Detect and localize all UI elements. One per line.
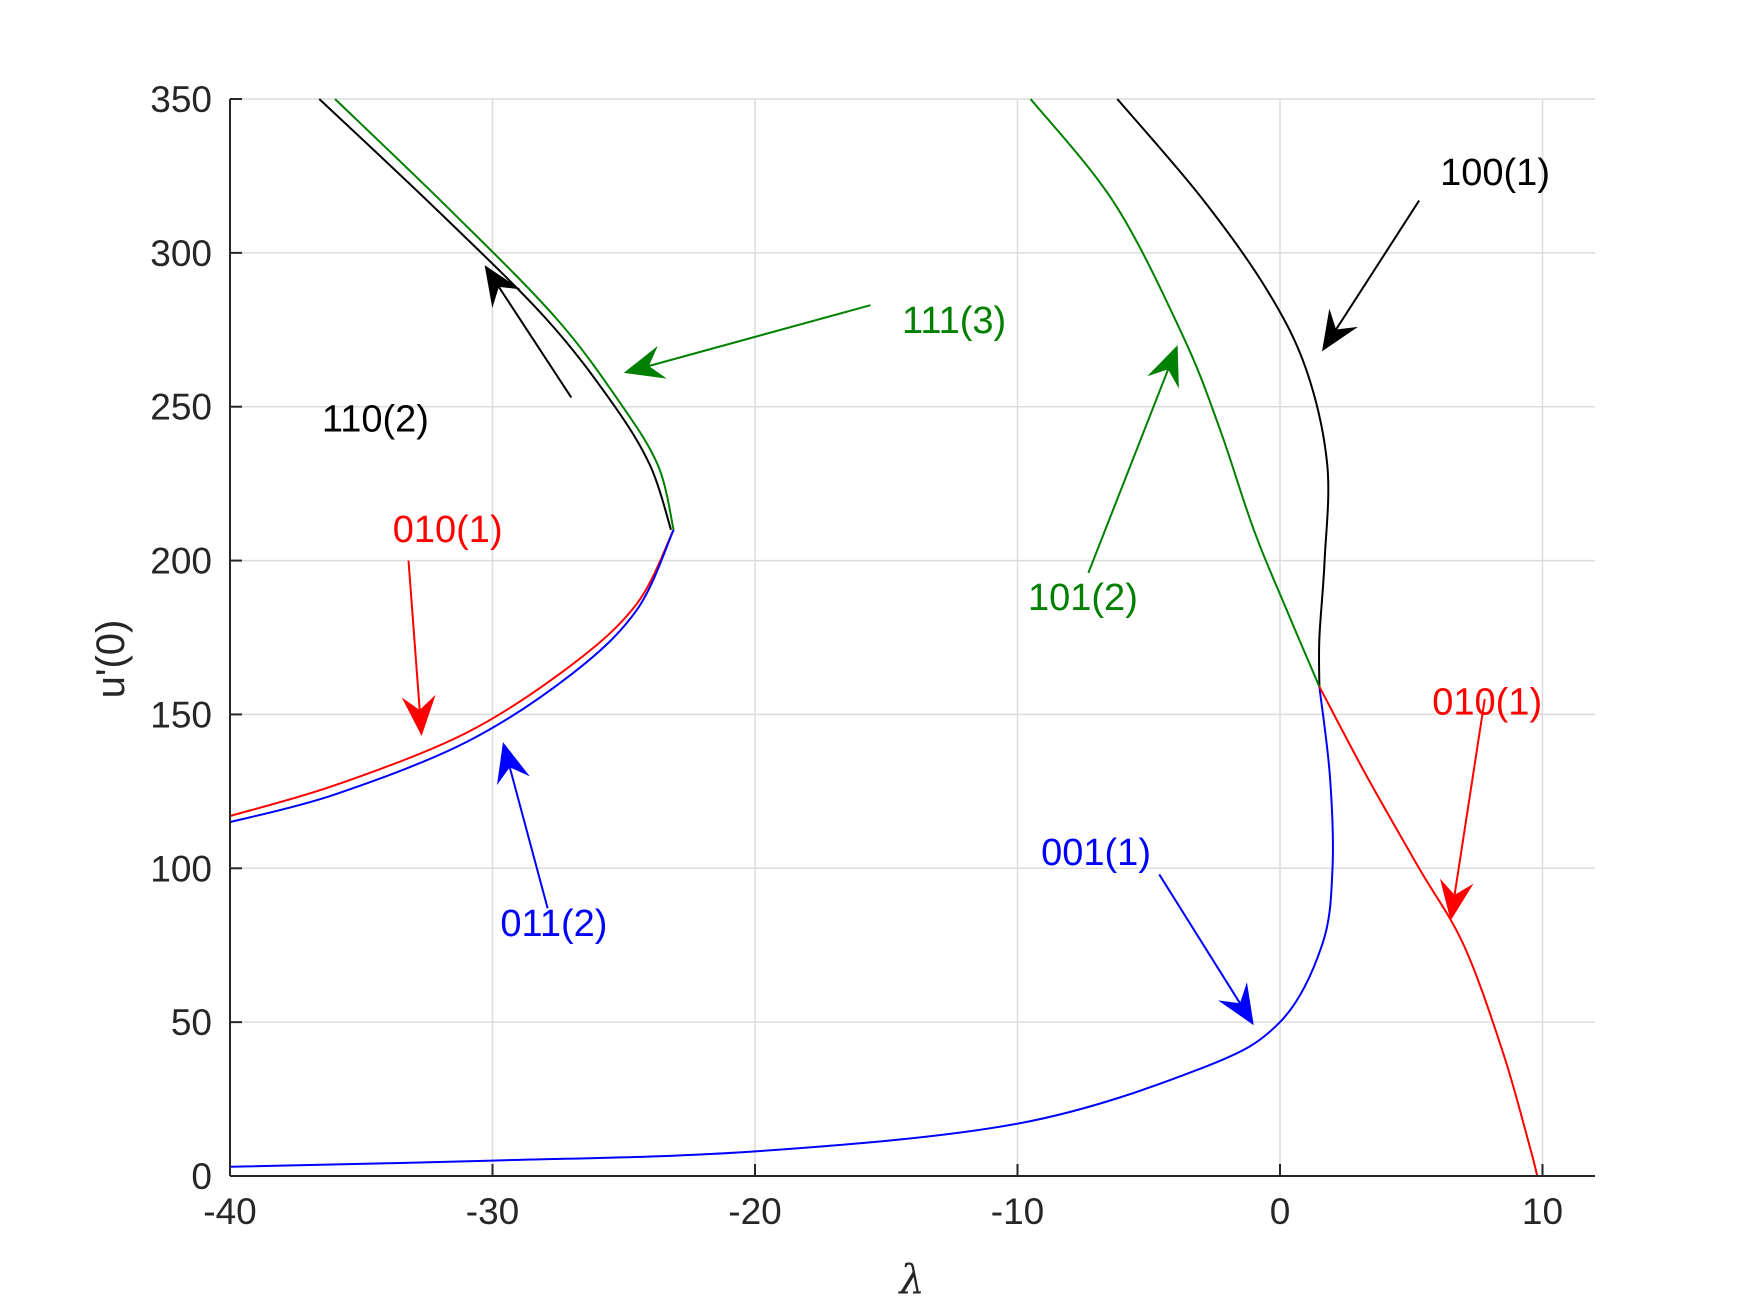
red-curve [229, 529, 675, 817]
annotation-arrow-line [407, 560, 421, 711]
annotation-label: 001(1) [1041, 832, 1151, 874]
annotation-arrow-head [1147, 345, 1179, 389]
annotation-group: 110(2) 111(3) 100(1) 101(2) 010(1) 011(2) 001(… [322, 152, 1550, 1026]
annotation-arrow-head [484, 265, 521, 308]
annotation-arrow-line [1158, 873, 1241, 1004]
annotation-arrow-head [1218, 982, 1254, 1026]
annotation-label: 101(2) [1028, 577, 1138, 619]
blue-curve [229, 686, 1334, 1168]
x-axis-title: λ [897, 1257, 924, 1303]
y-tick-label: 250 [150, 387, 212, 428]
x-tick-label: 0 [1270, 1191, 1291, 1232]
x-tick-label: -30 [466, 1191, 519, 1232]
y-tick-label: 0 [191, 1156, 212, 1197]
annotation-arrow-head [496, 742, 530, 786]
annotation-label: 010(1) [393, 509, 503, 551]
annotation-label: 010(1) [1432, 681, 1542, 723]
annotation-arrow-line [648, 304, 871, 367]
y-axis-title: u'(0) [89, 620, 133, 699]
annotation-label: 111(3) [902, 300, 1006, 342]
annotation-label: 011(2) [500, 903, 607, 945]
black-curve [318, 98, 672, 531]
annotation-label: 110(2) [322, 398, 429, 440]
x-tick-label: -10 [991, 1191, 1044, 1232]
axes [229, 98, 1595, 1177]
y-tick-label: 150 [150, 694, 212, 735]
annotation-arrow-head [623, 345, 667, 379]
green-curve [1029, 98, 1321, 688]
x-tick-label: -20 [728, 1191, 781, 1232]
annotation-arrow-head [1439, 878, 1474, 921]
annotation-label: 100(1) [1440, 152, 1550, 194]
x-tick-label: 10 [1522, 1191, 1563, 1232]
green-curve [334, 98, 675, 531]
red-curve [1318, 686, 1539, 1177]
y-tick-label: 350 [150, 79, 212, 120]
y-tick-label: 100 [150, 848, 212, 889]
annotation-arrow-head [401, 694, 436, 736]
x-tick-label: -40 [203, 1191, 256, 1232]
annotation-arrow-line [1453, 698, 1486, 896]
annotation-arrow-line [508, 766, 549, 909]
curve-group [229, 98, 1539, 1177]
y-tick-label: 50 [171, 1002, 212, 1043]
blue-curve [229, 529, 675, 824]
y-tick-label: 200 [150, 541, 212, 582]
annotation-arrow-line [1335, 200, 1420, 331]
grid-lines [229, 98, 1595, 1177]
annotation-arrow-line [1087, 369, 1170, 574]
annotation-arrow-line [498, 286, 573, 399]
black-curve [1116, 98, 1330, 687]
y-tick-label: 300 [150, 233, 212, 274]
annotation-arrow-head [1322, 308, 1358, 352]
